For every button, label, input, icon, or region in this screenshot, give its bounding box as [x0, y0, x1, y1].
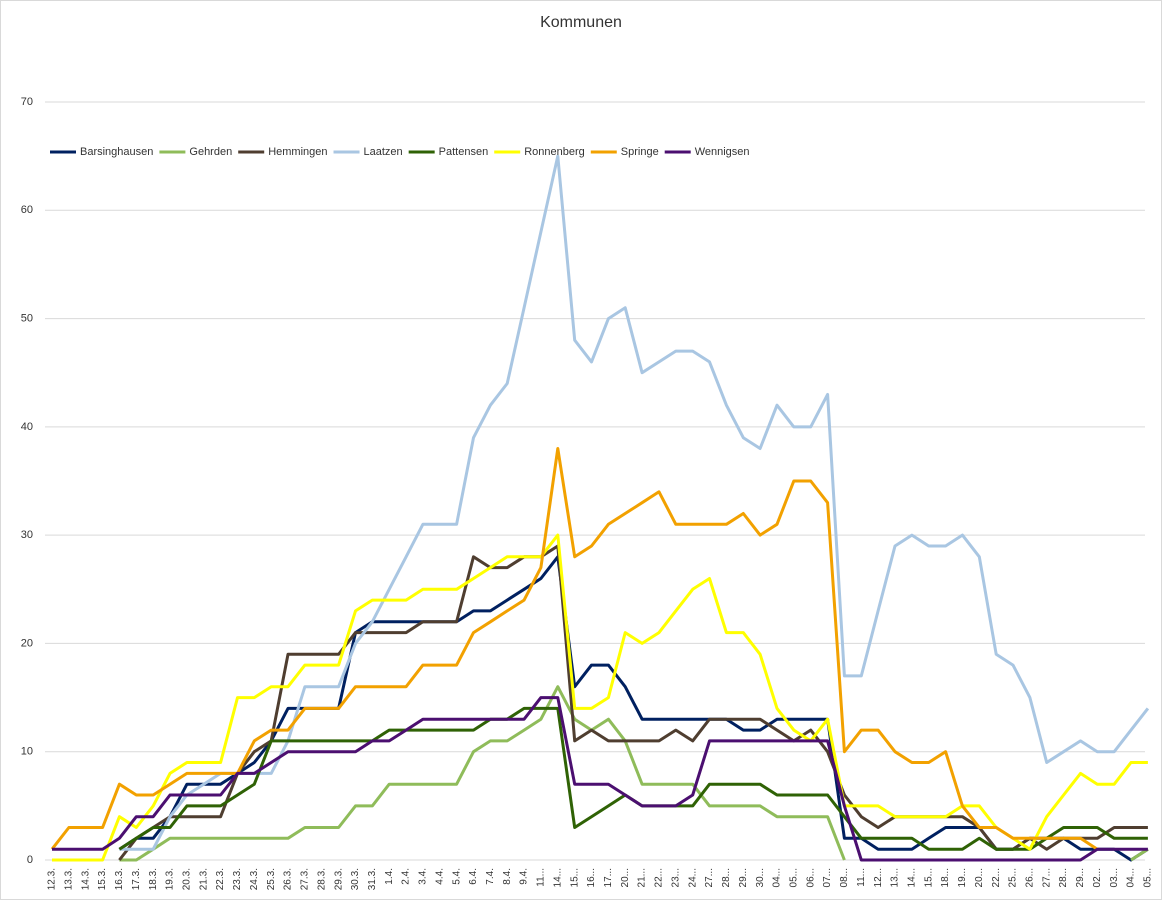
x-tick-label: 1.4.: [384, 868, 395, 885]
x-tick-label: 28...: [721, 868, 732, 887]
x-tick-label: 27...: [1041, 868, 1052, 887]
x-tick-label: 07...: [822, 868, 833, 887]
x-tick-label: 05...: [1143, 868, 1154, 887]
x-tick-label: 05...: [788, 868, 799, 887]
chart-title: Kommunen: [540, 14, 622, 31]
x-tick-label: 15...: [923, 868, 934, 887]
x-tick-label: 18...: [940, 868, 951, 887]
x-tick-label: 19.3.: [165, 868, 176, 890]
x-tick-label: 31.3.: [367, 868, 378, 890]
series-line: [119, 685, 1149, 862]
y-tick-label: 30: [21, 529, 33, 541]
legend-label: Wennigsen: [695, 146, 750, 158]
x-tick-label: 22...: [991, 868, 1002, 887]
x-tick-label: 19...: [957, 868, 968, 887]
x-tick-label: 23...: [670, 868, 681, 887]
x-tick-label: 28...: [1058, 868, 1069, 887]
x-tick-label: 24...: [687, 868, 698, 887]
x-tick-label: 18.3.: [148, 868, 159, 890]
legend-label: Springe: [621, 146, 659, 158]
x-tick-label: 12.3.: [47, 868, 58, 890]
x-tick-label: 14...: [552, 868, 563, 887]
x-tick-label: 3.4.: [418, 868, 429, 885]
x-tick-label: 04...: [1126, 868, 1137, 887]
x-tick-label: 26.3.: [283, 868, 294, 890]
legend-label: Hemmingen: [268, 146, 327, 158]
x-tick-label: 03...: [1109, 868, 1120, 887]
x-tick-label: 16...: [586, 868, 597, 887]
series-line: [52, 533, 1148, 862]
x-tick-label: 29...: [1075, 868, 1086, 887]
series-line: [52, 696, 1148, 862]
x-tick-label: 27.3.: [300, 868, 311, 890]
x-tick-label: 28.3.: [316, 868, 327, 890]
x-tick-label: 21.3.: [198, 868, 209, 890]
x-tick-label: 14...: [907, 868, 918, 887]
x-tick-label: 17...: [603, 868, 614, 887]
legend-label: Pattensen: [439, 146, 489, 158]
x-tick-label: 27...: [704, 868, 715, 887]
x-tick-label: 22...: [654, 868, 665, 887]
series-line: [50, 447, 1099, 851]
x-tick-label: 16.3.: [114, 868, 125, 890]
x-tick-label: 08...: [839, 868, 850, 887]
x-tick-label: 13...: [890, 868, 901, 887]
y-tick-label: 10: [21, 746, 33, 758]
x-tick-label: 8.4.: [502, 868, 513, 885]
x-tick-label: 13.3.: [64, 868, 75, 890]
series-line: [118, 555, 1149, 862]
y-tick-label: 0: [27, 854, 33, 866]
x-tick-label: 24.3.: [249, 868, 260, 890]
x-tick-label: 14.3.: [80, 868, 91, 890]
x-tick-label: 2.4.: [401, 868, 412, 885]
y-tick-label: 70: [21, 96, 33, 108]
x-tick-label: 11...: [856, 868, 867, 887]
x-tick-label: 15...: [569, 868, 580, 887]
x-tick-label: 17.3.: [131, 868, 142, 890]
x-tick-label: 02...: [1092, 868, 1103, 887]
x-tick-label: 29.3.: [333, 868, 344, 890]
x-tick-label: 7.4.: [485, 868, 496, 885]
x-tick-label: 25.3.: [266, 868, 277, 890]
y-tick-label: 50: [21, 312, 33, 324]
x-tick-label: 30...: [755, 868, 766, 887]
x-tick-label: 9.4.: [519, 868, 530, 885]
x-tick-label: 20...: [620, 868, 631, 887]
x-tick-label: 21...: [637, 868, 648, 887]
x-tick-label: 23.3.: [232, 868, 243, 890]
legend-label: Barsinghausen: [80, 146, 153, 158]
x-tick-label: 4.4.: [434, 868, 445, 885]
legend-label: Gehrden: [189, 146, 232, 158]
series-line: [119, 154, 1150, 851]
x-tick-label: 30.3.: [350, 868, 361, 890]
x-tick-label: 04...: [772, 868, 783, 887]
x-tick-label: 12...: [873, 868, 884, 887]
y-tick-label: 60: [21, 204, 33, 216]
legend-label: Laatzen: [364, 146, 403, 158]
y-tick-label: 20: [21, 637, 33, 649]
x-tick-label: 20...: [974, 868, 985, 887]
x-tick-label: 6.4.: [468, 868, 479, 885]
x-tick-label: 15.3.: [97, 868, 108, 890]
x-tick-label: 26...: [1025, 868, 1036, 887]
x-tick-label: 20.3.: [182, 868, 193, 890]
x-tick-label: 25...: [1008, 868, 1019, 887]
y-tick-label: 40: [21, 421, 33, 433]
x-tick-label: 11...: [536, 868, 547, 887]
x-tick-label: 22.3.: [215, 868, 226, 890]
x-tick-label: 29...: [738, 868, 749, 887]
legend-label: Ronnenberg: [524, 146, 585, 158]
x-tick-label: 06...: [805, 868, 816, 887]
x-tick-label: 5.4.: [451, 868, 462, 885]
